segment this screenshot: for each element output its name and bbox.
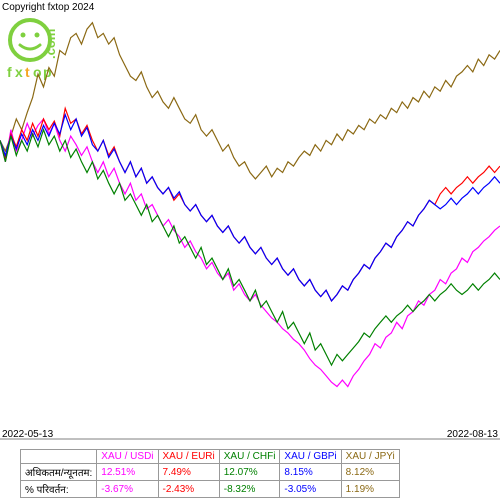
legend-header: XAU / USDi [97,450,158,464]
legend-header [21,450,97,464]
legend-row-label: % परिवर्तन: [21,481,97,498]
legend-header: XAU / EURi [158,450,219,464]
date-end-label: 2022-08-13 [447,429,498,440]
legend-header: XAU / JPYi [341,450,399,464]
legend-cell: 8.15% [280,464,341,481]
legend-cell: -3.05% [280,481,341,498]
legend-cell: 12.51% [97,464,158,481]
legend-row-label: अधिकतम/न्यूनतम: [21,464,97,481]
legend-cell: 1.19% [341,481,399,498]
legend-cell: -8.32% [219,481,280,498]
legend-header: XAU / GBPi [280,450,341,464]
legend-cell: -2.43% [158,481,219,498]
legend-cell: 8.12% [341,464,399,481]
legend-header: XAU / CHFi [219,450,280,464]
legend-cell: 12.07% [219,464,280,481]
legend-cell: 7.49% [158,464,219,481]
legend-table: XAU / USDiXAU / EURiXAU / CHFiXAU / GBPi… [20,449,400,498]
legend-cell: -3.67% [97,481,158,498]
date-start-label: 2022-05-13 [2,429,53,440]
line-chart [0,12,500,440]
